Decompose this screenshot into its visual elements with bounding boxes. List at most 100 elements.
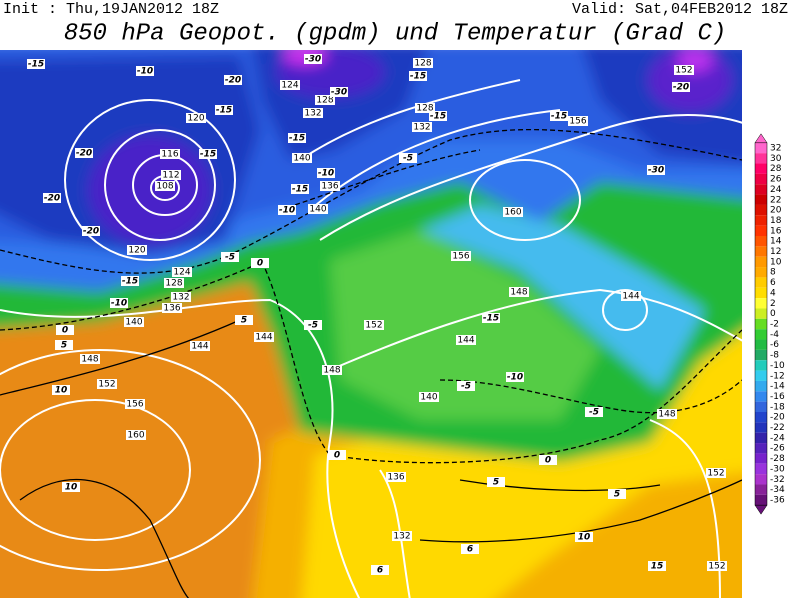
temperature-label: -15 — [216, 106, 232, 116]
temperature-label-box — [328, 450, 346, 460]
colorbar-swatch — [755, 194, 767, 205]
height-label: 148 — [510, 288, 527, 298]
colorbar: 32302826242220181614121086420-2-4-6-8-10… — [754, 133, 785, 515]
temperature-label-box — [121, 276, 139, 286]
height-label-box — [280, 80, 300, 90]
temperature-label: 0 — [545, 456, 551, 466]
colorbar-swatch — [755, 494, 767, 506]
colorbar-label: -24 — [770, 433, 785, 443]
colorbar-swatch — [755, 360, 767, 371]
temperature-label: -20 — [83, 227, 99, 237]
temperature-label-box — [199, 149, 217, 159]
temperature-label-box — [371, 565, 389, 575]
height-label-box — [392, 531, 412, 541]
colorbar-swatch — [755, 204, 767, 216]
height-label-box — [456, 335, 476, 345]
height-label-box — [125, 399, 145, 409]
colorbar-label: -20 — [770, 413, 785, 423]
colorbar-swatch — [755, 391, 767, 402]
height-label-box — [162, 303, 182, 313]
colorbar-top-arrow — [754, 133, 768, 144]
temperature-label: 0 — [257, 259, 263, 269]
temperature-label-box — [43, 193, 61, 203]
colorbar-label: 14 — [770, 237, 782, 247]
colorbar-swatch — [755, 153, 767, 164]
temperature-label-box — [224, 75, 242, 85]
temperature-label: -15 — [430, 112, 446, 122]
temperature-label-box — [506, 372, 524, 382]
height-label-box — [364, 320, 384, 330]
height-label: 148 — [658, 410, 675, 420]
height-label: 140 — [309, 205, 326, 215]
height-label: 136 — [163, 304, 180, 314]
height-label-box — [415, 103, 435, 113]
colorbar-swatch — [755, 443, 767, 454]
temperature-label: -30 — [331, 88, 347, 98]
colorbar-label: 30 — [770, 154, 782, 164]
height-label: 140 — [125, 318, 142, 328]
height-label: 152 — [707, 469, 724, 479]
colorbar-swatch — [755, 474, 767, 485]
colorbar-swatch — [755, 215, 767, 226]
colorbar-label: -26 — [770, 444, 785, 454]
temperature-label: -10 — [137, 67, 153, 77]
height-label-box — [568, 116, 588, 126]
height-label-box — [621, 291, 641, 301]
temperature-label: 5 — [614, 490, 620, 500]
map-title: 850 hPa Geopot. (gpdm) und Temperatur (G… — [64, 20, 727, 47]
height-label-box — [674, 65, 694, 75]
colorbar-label: 2 — [770, 299, 776, 309]
temperature-label: 6 — [377, 566, 383, 576]
colorbar-label: 18 — [770, 216, 782, 226]
colorbar-swatch — [755, 339, 767, 350]
colorbar-label: 22 — [770, 195, 781, 205]
colorbar-swatch — [755, 277, 767, 288]
colorbar-label: -10 — [770, 361, 785, 371]
temperature-label-box — [55, 340, 73, 350]
temperature-label-box — [288, 133, 306, 143]
temperature-label: -5 — [589, 408, 599, 418]
height-label: 132 — [413, 123, 430, 133]
height-label: 136 — [321, 182, 338, 192]
height-label: 144 — [191, 342, 208, 352]
colorbar-label: 16 — [770, 226, 782, 236]
colorbar-label: -28 — [770, 454, 785, 464]
colorbar-swatch — [755, 308, 767, 319]
temperature-label: -15 — [289, 134, 305, 144]
temperature-label-box — [278, 205, 296, 215]
height-label-box — [413, 58, 433, 68]
colorbar-swatch — [755, 318, 767, 330]
colorbar-swatch — [755, 422, 767, 433]
colorbar-label: -4 — [770, 330, 779, 340]
colorbar-label: 24 — [770, 185, 782, 195]
temperature-label: 5 — [241, 316, 247, 326]
valid-time: Valid: Sat,04FEB2012 18Z — [572, 1, 788, 18]
temperature-label: 5 — [61, 341, 67, 351]
colorbar-swatch — [755, 401, 767, 412]
colorbar-swatch — [755, 453, 767, 464]
height-label-box — [126, 430, 146, 440]
height-label-box — [322, 365, 342, 375]
colorbar-swatch — [755, 225, 767, 236]
colorbar-label: 20 — [770, 206, 782, 216]
temperature-label-box — [215, 105, 233, 115]
temperature-label-box — [251, 258, 269, 268]
height-label-box — [124, 317, 144, 327]
height-label: 116 — [161, 150, 178, 160]
temperature-label-box — [539, 455, 557, 465]
height-label: 156 — [569, 117, 586, 127]
height-label-box — [186, 113, 206, 123]
colorbar-label: 28 — [770, 164, 782, 174]
height-label-box — [161, 170, 181, 180]
colorbar-label: -34 — [770, 485, 785, 495]
height-label: 160 — [504, 208, 521, 218]
temperature-label-box — [461, 544, 479, 554]
height-label-box — [172, 267, 192, 277]
temperature-label-box — [672, 82, 690, 92]
height-label-box — [509, 287, 529, 297]
colorbar-swatch — [755, 349, 767, 361]
temperature-label-box — [575, 532, 593, 542]
temperature-label: -30 — [305, 55, 321, 65]
